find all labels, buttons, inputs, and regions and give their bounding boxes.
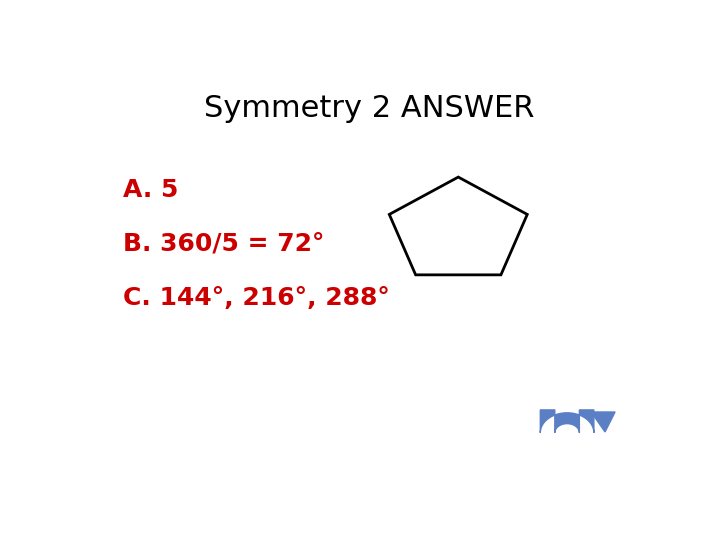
Text: B. 360/5 = 72°: B. 360/5 = 72° <box>124 232 325 255</box>
Text: C. 144°, 216°, 288°: C. 144°, 216°, 288° <box>124 286 390 309</box>
Text: Symmetry 2 ANSWER: Symmetry 2 ANSWER <box>204 94 534 123</box>
Polygon shape <box>591 412 615 432</box>
Polygon shape <box>540 410 594 433</box>
Text: A. 5: A. 5 <box>124 178 179 201</box>
